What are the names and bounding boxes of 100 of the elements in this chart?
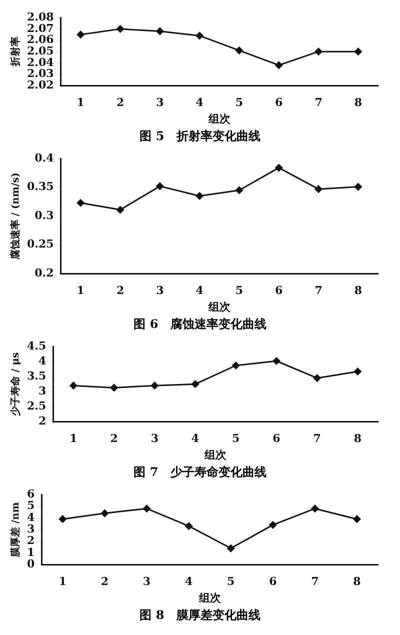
point <box>314 48 322 56</box>
x-tick-label: 5 <box>235 96 244 110</box>
point <box>76 199 84 207</box>
x-tick-label: 6 <box>272 432 281 446</box>
y-tick-label: 2 <box>27 534 35 548</box>
x-tick-label: 6 <box>269 575 278 588</box>
x-tick-label: 2 <box>116 284 124 298</box>
x-tick-label: 3 <box>156 96 164 110</box>
text: 图 5 折射率变化曲线 <box>138 128 262 145</box>
point <box>116 25 124 33</box>
x-tick-label: 5 <box>235 284 244 298</box>
x-tick-label: 8 <box>354 432 362 446</box>
point <box>353 515 361 523</box>
point <box>235 46 243 54</box>
point <box>192 380 200 388</box>
point <box>354 183 362 191</box>
y-tick-label: 4.5 <box>26 339 46 352</box>
x-tick-label: 1 <box>76 96 84 110</box>
x-tick-label: 8 <box>354 284 362 298</box>
y-tick-label: 0 <box>27 557 35 570</box>
y-tick-label: 2.06 <box>26 33 54 46</box>
point <box>196 192 204 200</box>
x-tick-label: 8 <box>354 96 362 110</box>
y-tick-label: 0.25 <box>26 238 54 251</box>
x-axis-title: 组次 <box>207 300 232 314</box>
point <box>269 521 277 529</box>
y-tick-label: 2.5 <box>26 399 46 412</box>
x-tick-label: 2 <box>110 432 118 446</box>
x-tick-label: 3 <box>142 575 151 588</box>
y-tick-label: 6 <box>27 487 35 500</box>
y-tick-label: 2.03 <box>26 67 54 80</box>
y-tick-label: 0.35 <box>26 180 54 194</box>
y-tick-label: 4 <box>38 354 46 368</box>
point <box>156 182 164 190</box>
point <box>116 206 124 214</box>
point <box>58 515 66 523</box>
x-tick-label: 7 <box>314 284 322 298</box>
x-axis-title: 组次 <box>204 448 228 462</box>
point <box>143 504 151 512</box>
point <box>110 384 118 392</box>
y-tick-label: 3 <box>27 522 35 536</box>
y-tick-label: 2.04 <box>26 56 54 69</box>
x-tick-label: 1 <box>58 575 67 588</box>
y-tick-label: 2.07 <box>26 22 54 35</box>
y-tick-label: 0.4 <box>34 151 54 164</box>
y-tick-label: 2.02 <box>26 78 54 92</box>
y-axis-title: 少子寿命 / μs <box>10 352 22 417</box>
point <box>275 164 283 172</box>
y-tick-label: 3 <box>38 384 46 398</box>
point <box>313 374 321 382</box>
x-tick-label: 6 <box>275 284 284 298</box>
text: 图 7 少子寿命变化曲线 <box>132 464 268 481</box>
y-tick-label: 2.05 <box>26 44 54 58</box>
point <box>354 368 362 376</box>
point <box>227 544 235 552</box>
point <box>185 522 193 530</box>
x-tick-label: 4 <box>184 575 193 588</box>
point <box>232 362 240 370</box>
point <box>314 185 322 193</box>
text: 图 6 腐蚀速率变化曲线 <box>132 316 268 333</box>
y-tick-label: 2 <box>38 414 46 428</box>
x-tick-label: 7 <box>313 432 321 446</box>
y-axis-title: 折射率 <box>10 36 22 68</box>
x-axis-title: 组次 <box>198 591 222 604</box>
y-axis-title: 膜厚差 /nm <box>10 502 22 558</box>
x-tick-label: 8 <box>353 575 362 588</box>
x-tick-label: 4 <box>196 96 204 110</box>
y-tick-label: 0.2 <box>34 266 54 280</box>
y-tick-label: 0.3 <box>34 208 54 222</box>
x-tick-label: 7 <box>314 96 322 110</box>
point <box>235 186 243 194</box>
x-tick-label: 4 <box>191 432 200 446</box>
point <box>272 357 280 365</box>
x-tick-label: 3 <box>150 432 158 446</box>
x-tick-label: 6 <box>275 96 284 110</box>
y-tick-label: 3.5 <box>26 369 46 382</box>
point <box>76 30 84 38</box>
x-tick-label: 1 <box>76 284 84 298</box>
x-tick-label: 2 <box>116 96 124 110</box>
point <box>70 382 78 390</box>
x-tick-label: 2 <box>100 575 109 588</box>
x-axis-title: 组次 <box>207 112 232 126</box>
y-tick-label: 1 <box>27 546 35 559</box>
point <box>311 504 319 512</box>
x-tick-label: 5 <box>232 432 240 446</box>
y-tick-label: 4 <box>27 510 35 524</box>
point <box>354 48 362 56</box>
y-tick-label: 2.08 <box>26 10 54 24</box>
y-axis-title: 腐蚀速率 / (nm/s) <box>10 172 22 261</box>
y-tick-label: 5 <box>27 499 35 512</box>
point <box>100 510 108 518</box>
point <box>196 32 204 40</box>
x-tick-label: 7 <box>311 575 319 588</box>
point <box>275 61 283 69</box>
x-tick-label: 1 <box>70 432 78 446</box>
text: 图 8 膜厚差变化曲线 <box>138 607 262 624</box>
x-tick-label: 4 <box>196 284 204 298</box>
x-tick-label: 5 <box>227 575 235 588</box>
point <box>156 27 164 35</box>
x-tick-label: 3 <box>156 284 164 298</box>
